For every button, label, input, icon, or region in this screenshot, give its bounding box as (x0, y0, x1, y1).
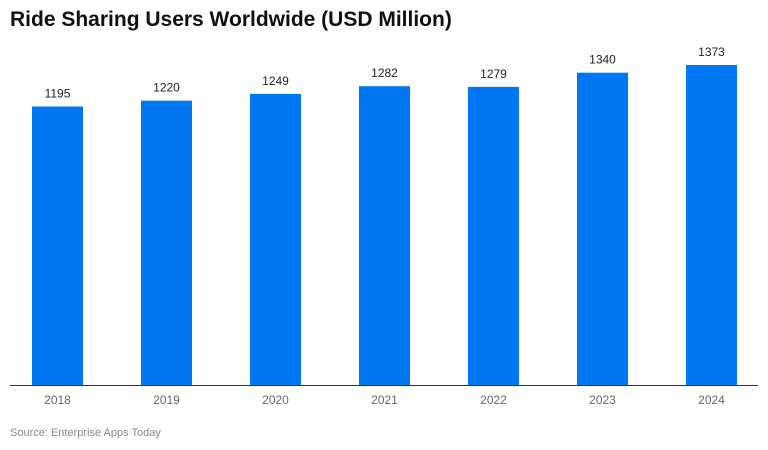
x-tick-label: 2019 (153, 393, 180, 407)
x-tick-label: 2023 (589, 393, 616, 407)
bar-2022 (468, 86, 519, 385)
data-label-2023: 1340 (589, 53, 616, 67)
data-label-2021: 1282 (371, 66, 398, 80)
data-label-2024: 1373 (698, 45, 725, 59)
bar-2021 (359, 86, 410, 385)
x-tick-label: 2021 (371, 393, 398, 407)
bar-2023 (577, 72, 628, 385)
x-tick-label: 2018 (44, 393, 71, 407)
bar-2024 (686, 65, 737, 385)
x-tick-label: 2024 (698, 393, 725, 407)
source-note: Source: Enterprise Apps Today (10, 427, 161, 439)
bar-2019 (141, 100, 192, 385)
data-label-2022: 1279 (480, 67, 507, 81)
chart-title: Ride Sharing Users Worldwide (USD Millio… (10, 8, 452, 31)
data-label-2020: 1249 (262, 74, 289, 88)
bar-2018 (32, 106, 83, 386)
x-tick-label: 2020 (262, 393, 289, 407)
bar-2020 (250, 93, 301, 386)
data-label-2019: 1220 (153, 81, 180, 95)
data-label-2018: 1195 (45, 86, 71, 100)
x-tick-label: 2022 (480, 393, 507, 407)
